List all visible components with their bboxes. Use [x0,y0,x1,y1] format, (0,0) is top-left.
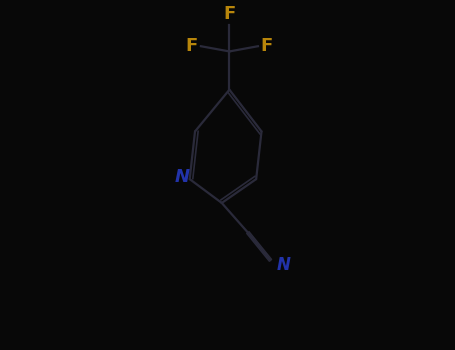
Text: N: N [174,168,190,186]
Text: F: F [261,36,273,55]
Text: F: F [186,36,198,55]
Text: N: N [277,256,291,273]
Text: F: F [223,5,236,22]
